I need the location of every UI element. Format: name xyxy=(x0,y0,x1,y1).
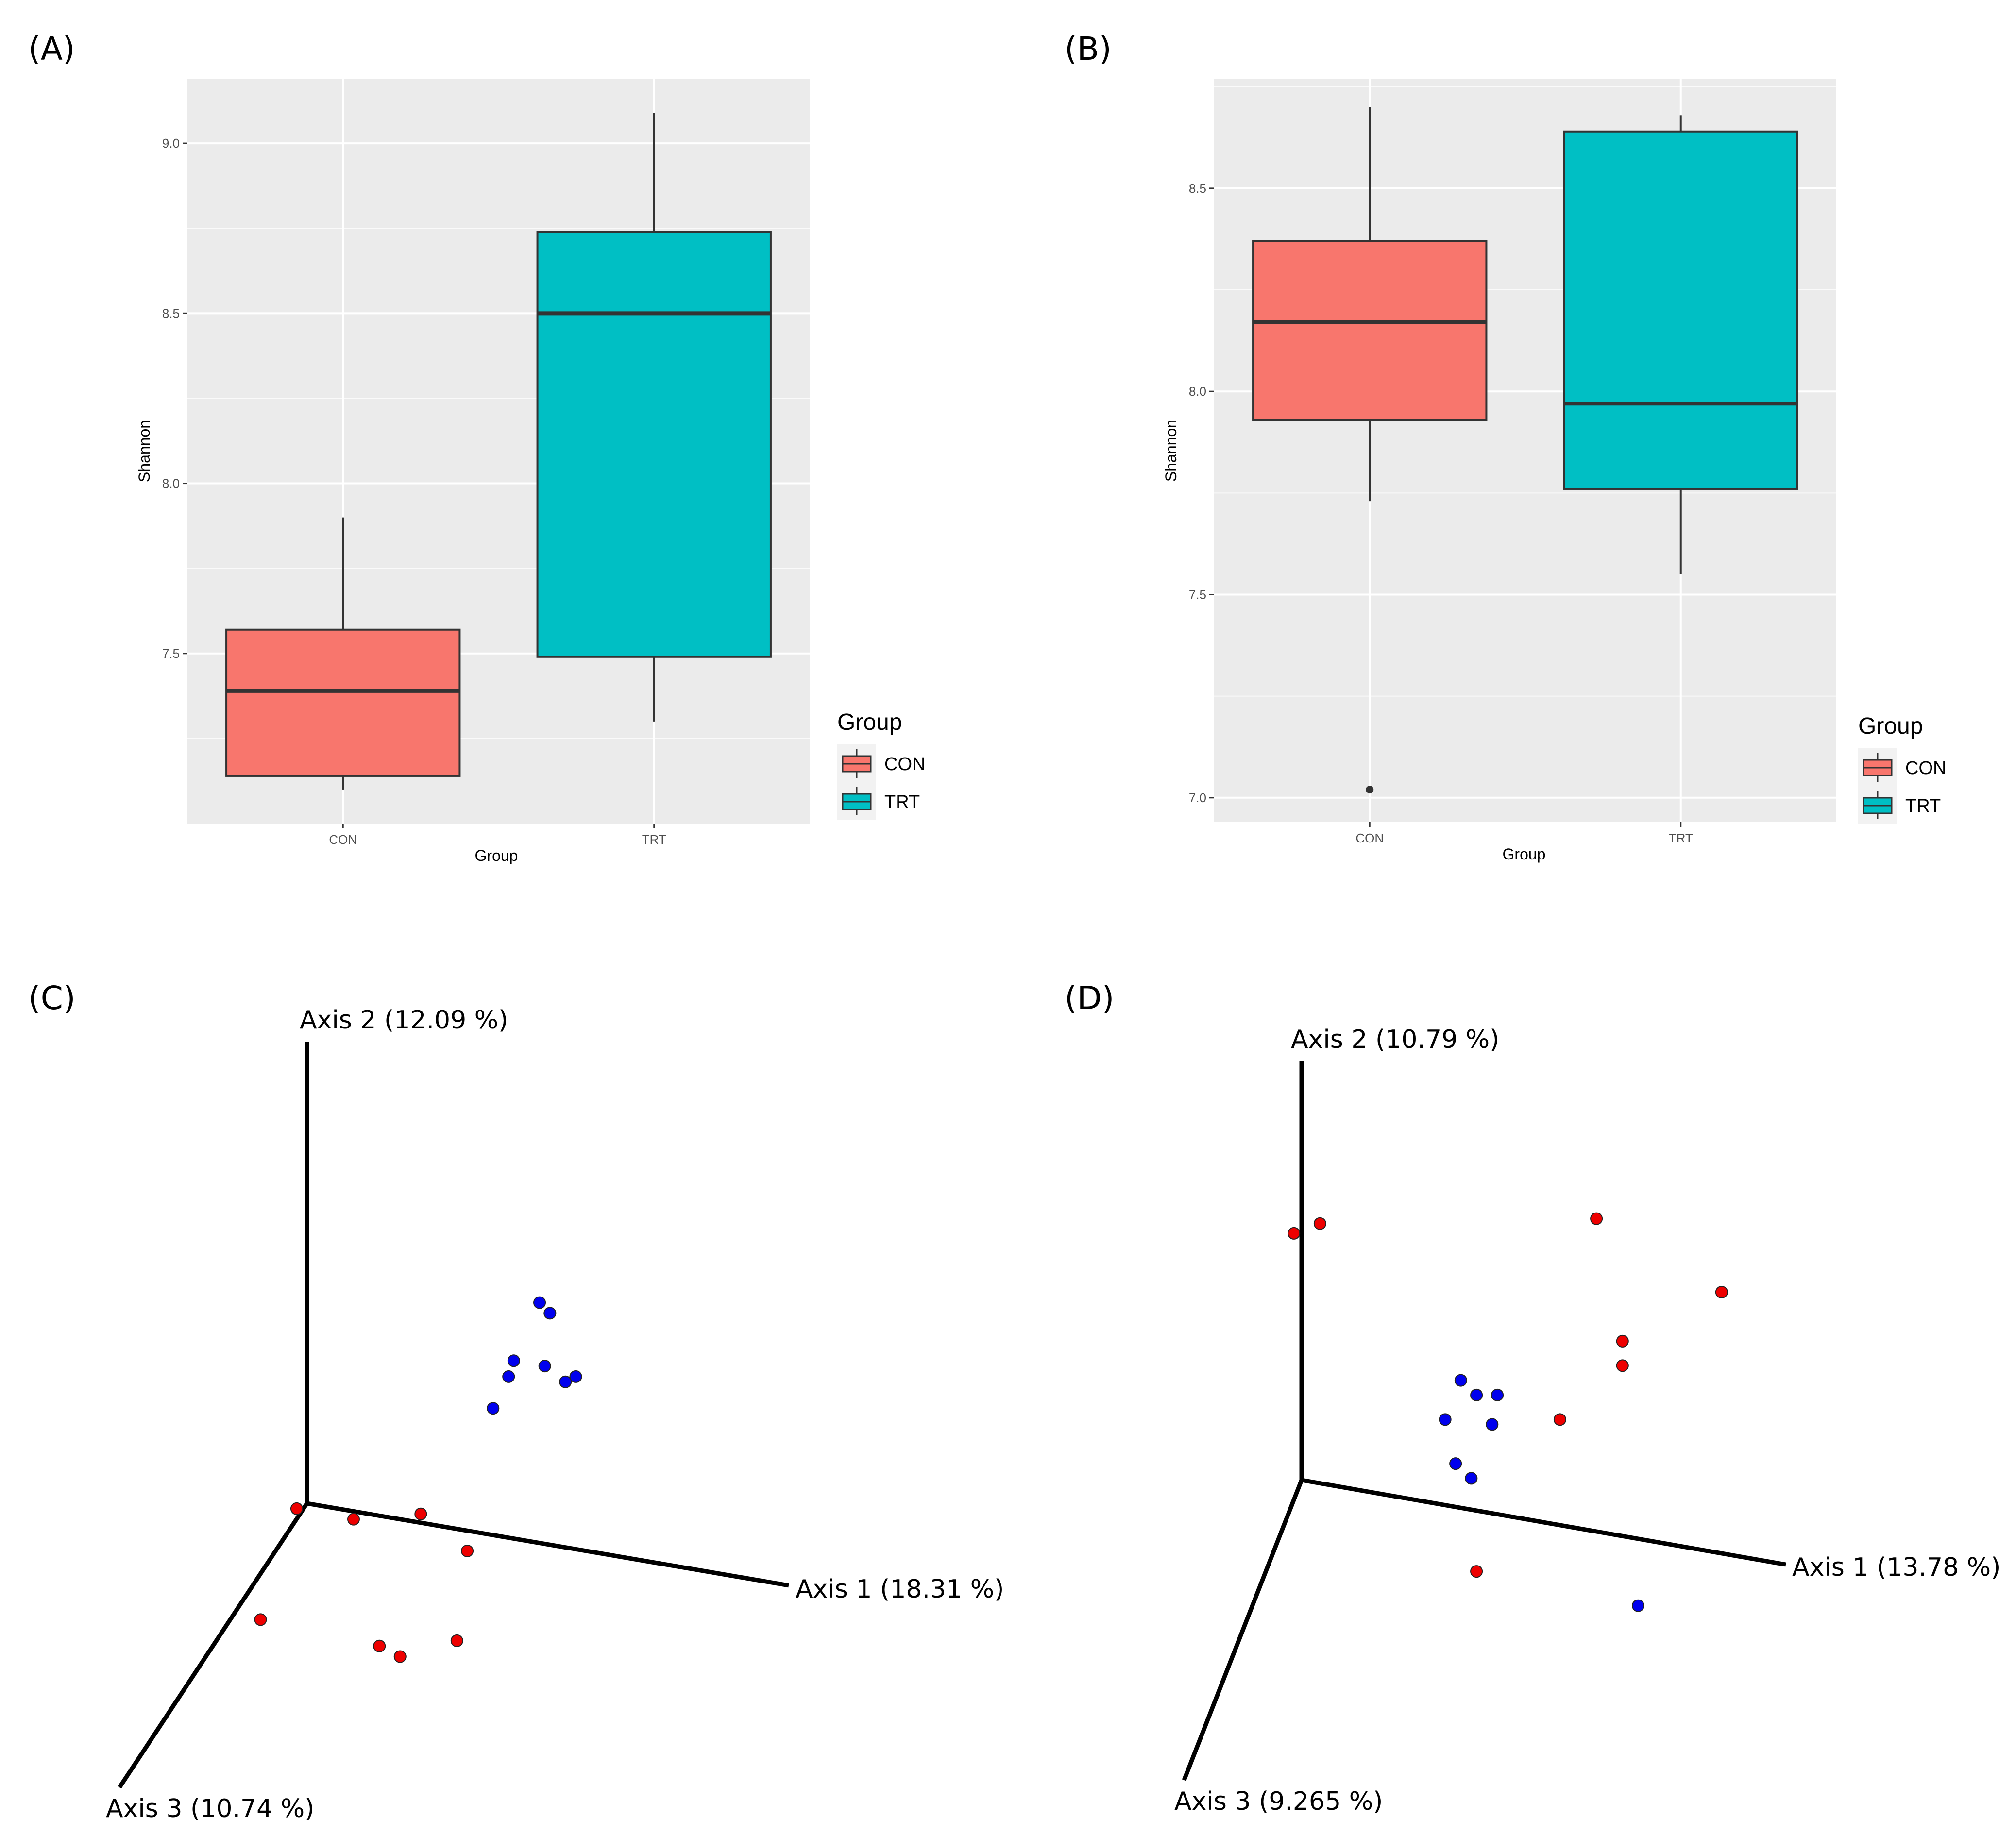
red-sample-point xyxy=(254,1613,267,1626)
legend-label-con-b: CON xyxy=(1905,758,1946,778)
boxplot-a: 7.5 8.0 8.5 9.0 CON TRT Group Shannon Group … xyxy=(136,79,925,864)
boxes-b xyxy=(1252,107,1798,794)
red-sample-point xyxy=(347,1513,360,1526)
blue-sample-point xyxy=(1439,1413,1452,1426)
x-tick-label-con: CON xyxy=(329,832,357,847)
legend-label-con-a: CON xyxy=(884,754,925,775)
red-sample-point xyxy=(373,1639,386,1652)
box-con xyxy=(1252,107,1488,794)
x-tick-label-trt: TRT xyxy=(642,832,666,847)
boxes-a xyxy=(225,113,772,790)
legend-label-trt-a: TRT xyxy=(884,792,920,812)
box-iqr xyxy=(1563,130,1798,490)
points-d xyxy=(1288,1212,1728,1612)
y-tick-label: 9.0 xyxy=(162,136,180,151)
axis-1-line-c xyxy=(306,1501,789,1588)
blue-sample-point xyxy=(1486,1418,1499,1431)
axis-1-line-d xyxy=(1301,1478,1786,1567)
y-tick-label: 8.0 xyxy=(162,476,180,491)
y-ticks-a: 7.5 8.0 8.5 9.0 xyxy=(162,136,187,661)
x-tick-label-trt: TRT xyxy=(1669,831,1693,845)
legend-a: Group CON TRT xyxy=(837,709,925,820)
legend-title-a: Group xyxy=(837,709,902,735)
red-sample-point xyxy=(1553,1413,1566,1426)
box-iqr xyxy=(536,231,772,658)
pcoa-plot-c: Axis 2 (12.09 %) Axis 1 (18.31 %) Axis 3… xyxy=(106,1006,1004,1823)
red-sample-point xyxy=(1616,1334,1629,1348)
red-sample-point xyxy=(1616,1359,1629,1372)
blue-sample-point xyxy=(1632,1599,1645,1612)
x-ticks-a: CON TRT xyxy=(329,824,666,847)
box-iqr xyxy=(1252,240,1488,421)
red-sample-point xyxy=(450,1634,463,1647)
axis-3-line-c xyxy=(118,1502,309,1789)
red-sample-point xyxy=(1470,1565,1483,1578)
axis-2-label-c: Axis 2 (12.09 %) xyxy=(300,1006,508,1035)
y-tick-label: 8.5 xyxy=(162,306,180,320)
red-sample-point xyxy=(414,1507,427,1520)
x-axis-title-a: Group xyxy=(475,847,518,864)
x-ticks-b: CON TRT xyxy=(1355,822,1693,845)
blue-sample-point xyxy=(1449,1457,1462,1470)
y-tick-label: 7.5 xyxy=(162,646,180,661)
red-sample-point xyxy=(393,1650,407,1663)
blue-sample-point xyxy=(1465,1472,1478,1485)
points-c xyxy=(254,1296,582,1663)
boxplot-b: 7.0 7.5 8.0 8.5 CON TRT Group Shannon Group … xyxy=(1162,79,1946,863)
blue-sample-point xyxy=(1491,1388,1504,1401)
axis-3-label-d: Axis 3 (9.265 %) xyxy=(1174,1787,1383,1816)
legend-label-trt-b: TRT xyxy=(1905,796,1941,816)
red-sample-point xyxy=(1288,1227,1301,1240)
axis-1-label-c: Axis 1 (18.31 %) xyxy=(796,1575,1004,1604)
red-sample-point xyxy=(1590,1212,1603,1225)
red-sample-point xyxy=(461,1544,474,1557)
panel-label-d: (D) xyxy=(1065,979,1114,1017)
y-tick-label: 7.0 xyxy=(1189,791,1206,805)
box-trt xyxy=(536,113,772,722)
red-sample-point xyxy=(1715,1285,1728,1298)
axis-3-line-d xyxy=(1182,1479,1304,1781)
y-axis-title-b: Shannon xyxy=(1162,420,1180,482)
outlier-point xyxy=(1366,786,1374,794)
panel-label-b: (B) xyxy=(1065,30,1112,67)
red-sample-point xyxy=(1313,1217,1326,1230)
blue-sample-point xyxy=(1454,1374,1467,1387)
axis-1-label-d: Axis 1 (13.78 %) xyxy=(1792,1553,2000,1582)
blue-sample-point xyxy=(569,1370,582,1383)
y-tick-label: 8.0 xyxy=(1189,384,1206,399)
blue-sample-point xyxy=(533,1296,546,1309)
red-sample-point xyxy=(290,1502,303,1515)
blue-sample-point xyxy=(559,1375,572,1388)
panel-label-c: (C) xyxy=(28,979,76,1017)
y-axis-title-a: Shannon xyxy=(136,420,153,482)
blue-sample-point xyxy=(502,1370,515,1383)
legend-title-b: Group xyxy=(1858,713,1923,739)
legend-b: Group CON TRT xyxy=(1858,713,1946,824)
panel-label-a: (A) xyxy=(28,30,75,67)
axis-2-label-d: Axis 2 (10.79 %) xyxy=(1291,1025,1499,1054)
y-tick-label: 8.5 xyxy=(1189,181,1206,196)
pcoa-plot-d: Axis 2 (10.79 %) Axis 1 (13.78 %) Axis 3… xyxy=(1174,1025,2000,1816)
blue-sample-point xyxy=(538,1360,551,1373)
blue-sample-point xyxy=(487,1402,500,1415)
y-ticks-b: 7.0 7.5 8.0 8.5 xyxy=(1189,181,1214,805)
box-iqr xyxy=(225,628,461,777)
box-con xyxy=(225,517,461,790)
axis-3-label-c: Axis 3 (10.74 %) xyxy=(106,1794,314,1823)
blue-sample-point xyxy=(543,1307,557,1320)
blue-sample-point xyxy=(507,1354,520,1367)
y-tick-label: 7.5 xyxy=(1189,587,1206,602)
blue-sample-point xyxy=(1470,1388,1483,1401)
x-axis-title-b: Group xyxy=(1503,845,1546,863)
box-trt xyxy=(1563,115,1798,574)
x-tick-label-con: CON xyxy=(1355,831,1384,845)
